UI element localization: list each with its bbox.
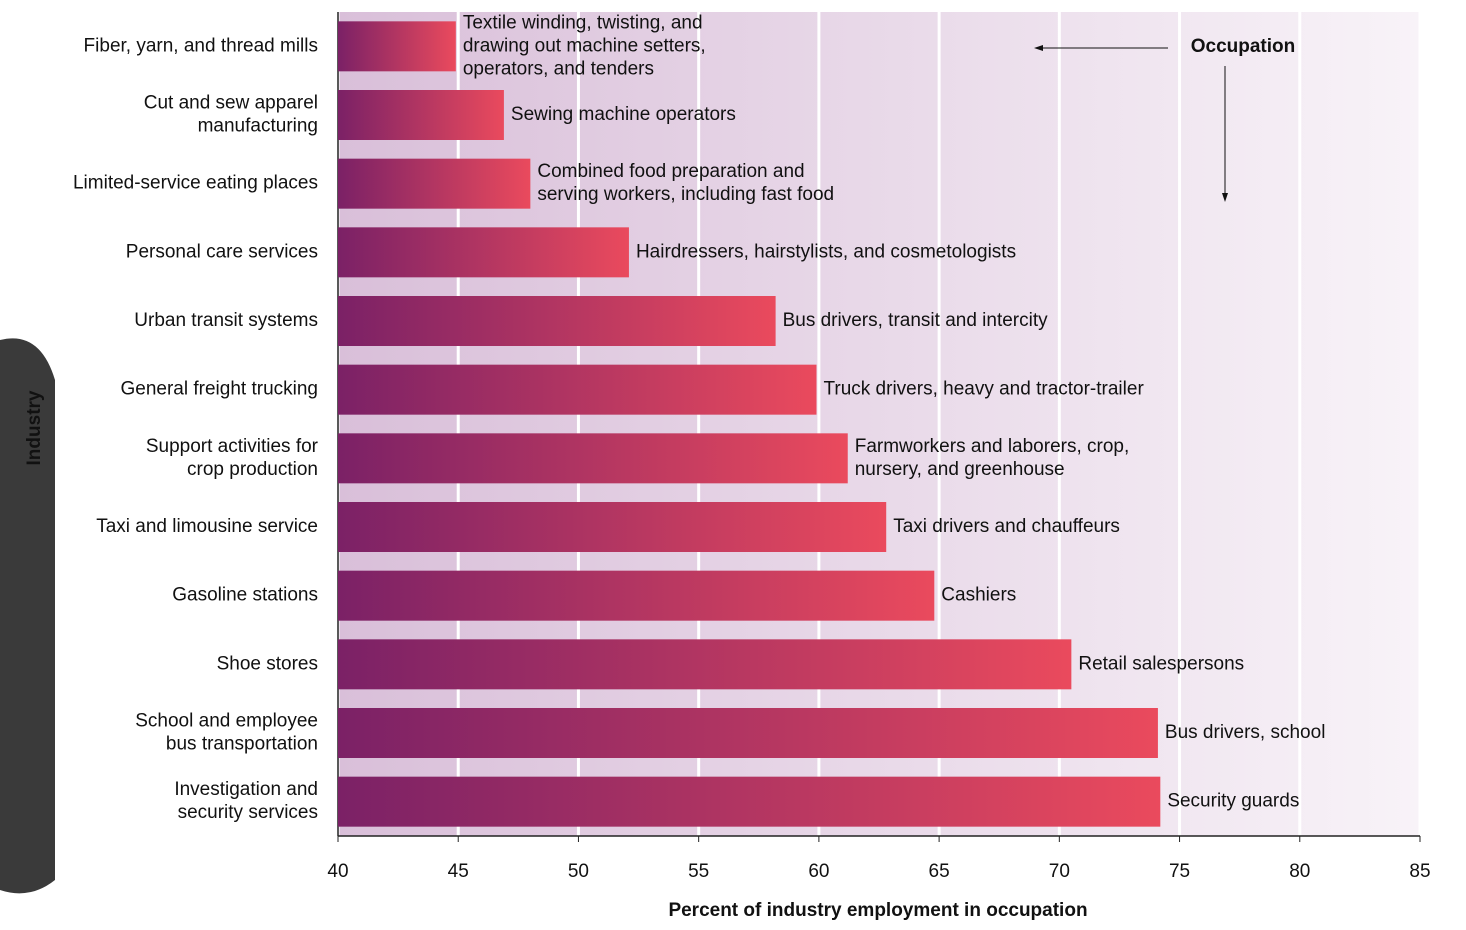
bar: [338, 90, 504, 140]
bar: [338, 158, 531, 209]
bar: [338, 570, 935, 621]
x-tick-label: 60: [808, 861, 829, 882]
bar: [338, 776, 1161, 827]
y-tick-label: Urban transit systems: [134, 310, 318, 331]
bar-annotation: Textile winding, twisting, and drawing ou…: [463, 12, 706, 79]
bar-annotation: Bus drivers, school: [1165, 722, 1326, 743]
x-tick-label: 65: [929, 861, 950, 882]
y-tick-label: Investigation and security services: [174, 779, 318, 823]
x-tick-label: 85: [1409, 861, 1430, 882]
arrow-head: [1222, 193, 1228, 202]
annotation: Occupation: [1191, 36, 1296, 57]
bar: [338, 296, 776, 346]
x-tick-label: 75: [1169, 861, 1190, 882]
y-tick-label: Taxi and limousine service: [96, 516, 318, 537]
y-tick-label: Cut and sew apparel manufacturing: [144, 93, 318, 137]
y-tick-label: Support activities for crop production: [146, 436, 319, 480]
bar: [338, 639, 1072, 690]
bar: [338, 364, 817, 415]
x-tick-label: 45: [448, 861, 469, 882]
y-tick-label: School and employee bus transportation: [135, 711, 318, 755]
x-tick-label: 70: [1049, 861, 1070, 882]
bar-annotation: Hairdressers, hairstylists, and cosmetol…: [636, 241, 1016, 262]
bar-annotation: Sewing machine operators: [511, 104, 736, 125]
bar-annotation: Cashiers: [941, 585, 1016, 606]
bar-annotation: Farmworkers and laborers, crop, nursery, …: [855, 436, 1130, 480]
x-tick-label: 50: [568, 861, 589, 882]
bar-annotation: Bus drivers, transit and intercity: [783, 310, 1049, 331]
bar-annotation: Taxi drivers and chauffeurs: [893, 516, 1120, 537]
bar-annotation: Retail salespersons: [1078, 653, 1244, 674]
y-tick-label: Personal care services: [126, 241, 318, 262]
bar: [338, 21, 456, 72]
y-tick-label: Gasoline stations: [172, 585, 318, 606]
y-tick-label: Shoe stores: [217, 653, 318, 674]
bar-annotation: Truck drivers, heavy and tractor-trailer: [823, 379, 1144, 400]
photo-figure: [0, 338, 55, 894]
arrow-head: [1034, 45, 1043, 51]
x-tick-label: 55: [688, 861, 709, 882]
y-tick-label: General freight trucking: [121, 379, 319, 400]
y-axis-title: Industry: [24, 390, 45, 465]
bar: [338, 708, 1158, 758]
y-tick-label: Limited-service eating places: [73, 173, 318, 194]
x-axis-title: Percent of industry employment in occupa…: [668, 900, 1087, 921]
bar-annotation: Security guards: [1167, 791, 1299, 812]
y-tick-label: Fiber, yarn, and thread mills: [84, 35, 318, 56]
x-tick-label: 80: [1289, 861, 1310, 882]
bar: [338, 502, 887, 552]
bar-annotation: Combined food preparation and serving wor…: [537, 161, 834, 205]
bar: [338, 227, 629, 278]
x-tick-label: 40: [327, 861, 348, 882]
plot-area: [338, 12, 1420, 836]
bar: [338, 433, 848, 484]
